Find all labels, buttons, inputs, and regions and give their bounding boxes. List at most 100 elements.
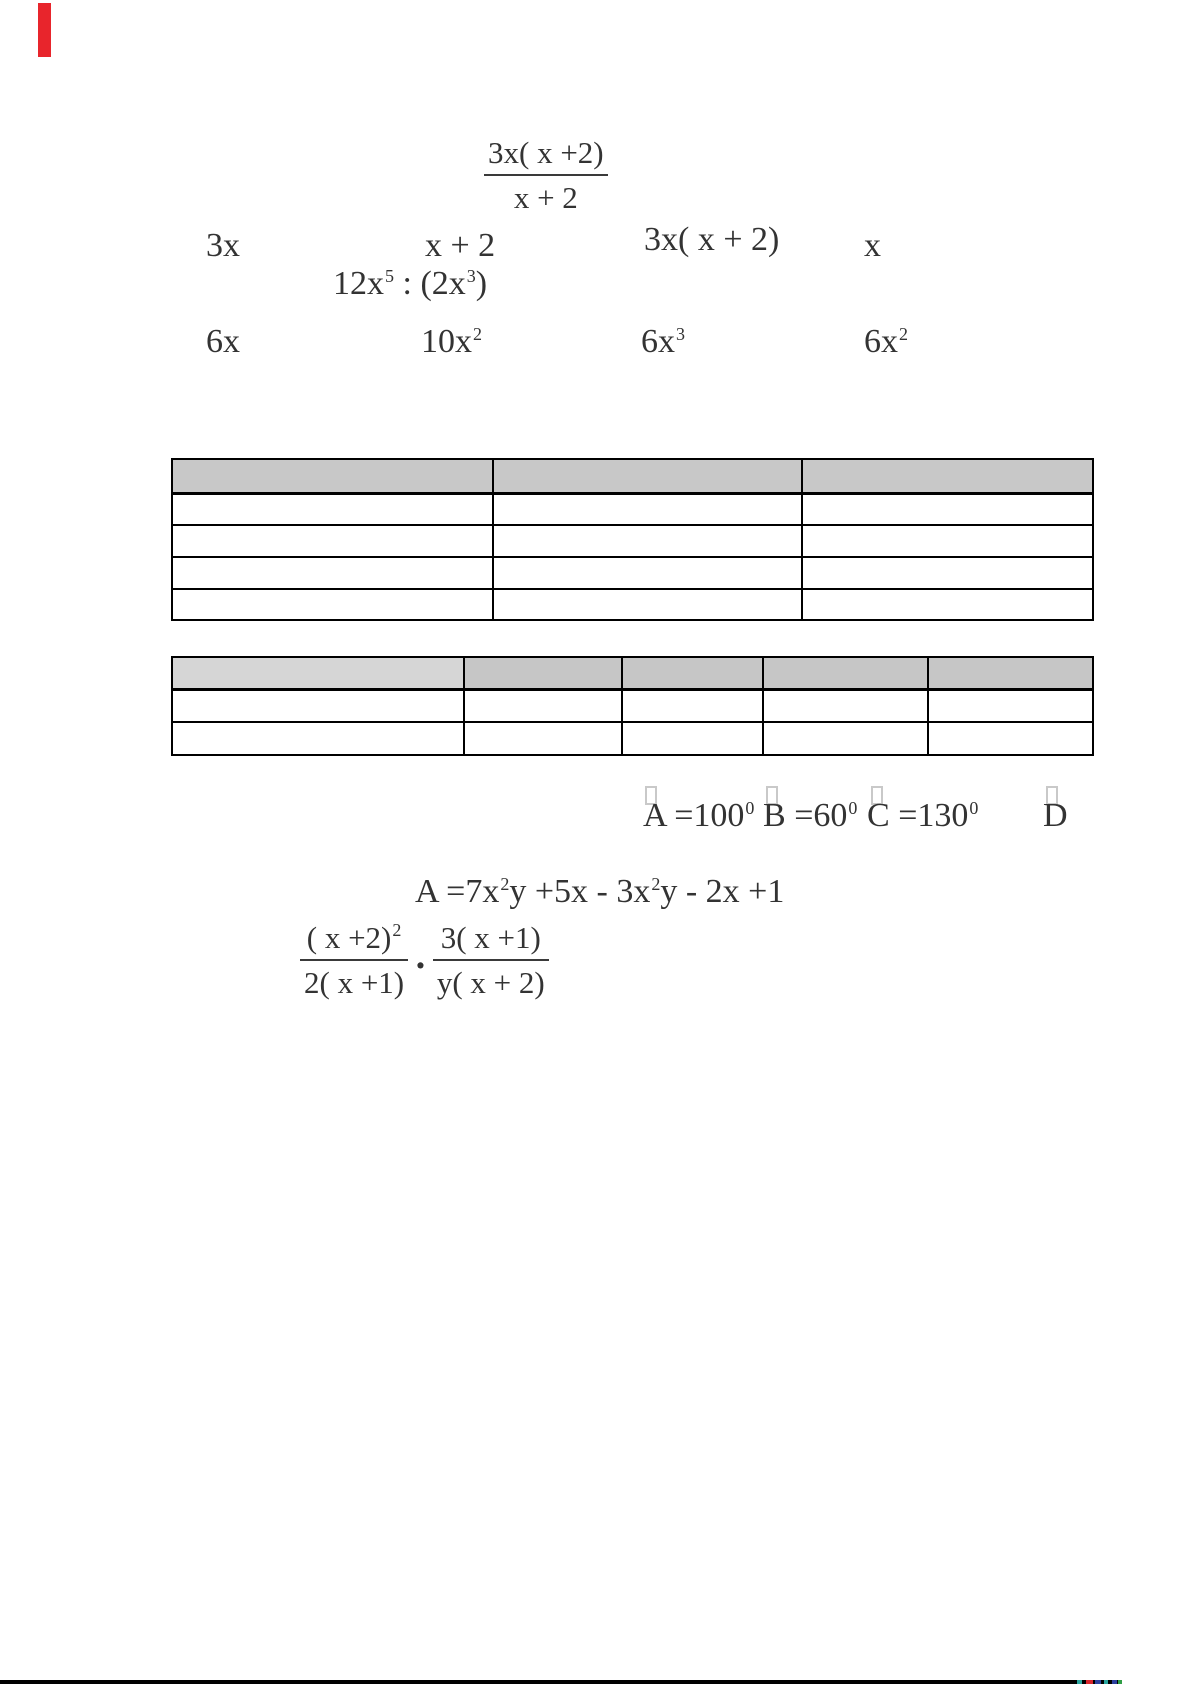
expression-division: 12x5 : (2x3) bbox=[333, 266, 487, 302]
empty-cell bbox=[171, 492, 494, 526]
fraction-main-denominator: x + 2 bbox=[513, 180, 578, 216]
angle-hat-icon bbox=[645, 786, 657, 805]
angle-value: =130 bbox=[889, 797, 969, 834]
angle-letter: A bbox=[643, 797, 666, 834]
table-row bbox=[171, 524, 1094, 558]
option-base: 6x bbox=[641, 323, 675, 360]
table-1-header-row bbox=[171, 458, 1094, 495]
color-chip bbox=[1077, 1680, 1082, 1684]
option-2d: 6x2 bbox=[864, 324, 908, 360]
fraction-main-numerator: 3x( x +2) bbox=[488, 135, 604, 170]
table-1-header-cell bbox=[801, 458, 1094, 495]
fraction-bar bbox=[484, 174, 608, 177]
angle-c: C =1300 bbox=[867, 798, 978, 834]
empty-cell bbox=[621, 688, 764, 723]
option-1a: 3x bbox=[206, 227, 240, 264]
poly-part: y - 2x +1 bbox=[660, 873, 785, 910]
angle-d: D bbox=[1043, 798, 1068, 834]
angle-letter: C bbox=[867, 797, 890, 834]
option-1d: x bbox=[864, 227, 881, 264]
table-row bbox=[171, 721, 1094, 756]
angle-b: B =600 bbox=[763, 798, 857, 834]
empty-cell bbox=[171, 721, 465, 756]
empty-cell bbox=[171, 556, 494, 590]
table-2-header-cell bbox=[621, 656, 764, 691]
angle-hat-icon bbox=[1046, 786, 1058, 805]
option-exponent: 2 bbox=[473, 324, 482, 344]
table-row bbox=[171, 492, 1094, 526]
color-chip bbox=[1104, 1680, 1108, 1684]
option-exponent: 2 bbox=[899, 324, 908, 344]
expr-part: : (2x bbox=[394, 265, 466, 302]
polynomial-expression: A =7x2y +5x - 3x2y - 2x +1 bbox=[415, 874, 784, 910]
color-chip bbox=[1112, 1680, 1117, 1684]
empty-cell bbox=[492, 524, 803, 558]
angle-a: A =1000 bbox=[643, 798, 754, 834]
expr-part: ) bbox=[475, 265, 488, 302]
fraction-right-numerator: 3( x +1) bbox=[440, 920, 541, 955]
option-2c: 6x3 bbox=[641, 324, 685, 360]
table-2 bbox=[171, 656, 1094, 756]
option-1c: 3x( x + 2) bbox=[644, 221, 780, 258]
angle-letter: B bbox=[763, 797, 786, 834]
empty-cell bbox=[171, 688, 465, 723]
option-base: 6x bbox=[864, 323, 898, 360]
empty-cell bbox=[463, 688, 623, 723]
color-chip bbox=[1095, 1680, 1101, 1684]
fraction-right: 3( x +1) y( x + 2) bbox=[432, 919, 549, 1001]
table-2-header-row bbox=[171, 656, 1094, 691]
empty-cell bbox=[492, 492, 803, 526]
angle-letter: D bbox=[1043, 797, 1068, 834]
degree-exponent: 0 bbox=[848, 798, 858, 818]
degree-exponent: 0 bbox=[745, 798, 755, 818]
angle-hat-icon bbox=[871, 786, 883, 805]
fraction-product: ( x +2)2 2( x +1) · 3( x +1) y( x + 2) bbox=[300, 919, 549, 1001]
fraction-main: 3x( x +2) x + 2 bbox=[484, 134, 608, 216]
empty-cell bbox=[927, 688, 1094, 723]
empty-cell bbox=[762, 688, 929, 723]
table-1-header-cell bbox=[492, 458, 803, 495]
angle-value: =60 bbox=[785, 797, 848, 834]
fraction-left: ( x +2)2 2( x +1) bbox=[300, 919, 409, 1001]
poly-exponent: 2 bbox=[651, 874, 661, 894]
table-1 bbox=[171, 458, 1094, 621]
degree-exponent: 0 bbox=[969, 798, 979, 818]
empty-cell bbox=[171, 588, 494, 621]
poly-part: A =7x bbox=[415, 873, 500, 910]
empty-cell bbox=[492, 588, 803, 621]
expr-exponent: 5 bbox=[385, 266, 394, 286]
option-exponent: 3 bbox=[676, 324, 685, 344]
color-chip bbox=[1086, 1680, 1093, 1684]
empty-cell bbox=[927, 721, 1094, 756]
poly-exponent: 2 bbox=[500, 874, 510, 894]
fraction-bar bbox=[300, 959, 409, 962]
empty-cell bbox=[463, 721, 623, 756]
table-2-header-cell bbox=[463, 656, 623, 691]
table-row bbox=[171, 588, 1094, 621]
empty-cell bbox=[492, 556, 803, 590]
frac-num-base: ( x +2) bbox=[306, 920, 392, 955]
fraction-left-denominator: 2( x +1) bbox=[304, 965, 405, 1001]
empty-cell bbox=[801, 556, 1094, 590]
empty-cell bbox=[801, 524, 1094, 558]
frac-num-exponent: 2 bbox=[392, 920, 402, 940]
empty-cell bbox=[801, 588, 1094, 621]
expr-exponent: 3 bbox=[466, 266, 476, 286]
option-2a: 6x bbox=[206, 324, 241, 360]
bottom-rule bbox=[0, 1680, 1122, 1684]
color-chip bbox=[1118, 1680, 1122, 1684]
fraction-bar bbox=[432, 959, 549, 962]
table-2-header-cell bbox=[927, 656, 1094, 691]
multiplication-dot: · bbox=[414, 945, 427, 988]
option-2b: 10x2 bbox=[421, 324, 482, 360]
empty-cell bbox=[171, 524, 494, 558]
table-row bbox=[171, 688, 1094, 723]
poly-part: y +5x - 3x bbox=[509, 873, 651, 910]
fraction-right-denominator: y( x + 2) bbox=[436, 965, 545, 1001]
table-row bbox=[171, 556, 1094, 590]
angle-hat-icon bbox=[766, 786, 778, 805]
red-marker bbox=[38, 3, 51, 57]
table-1-header-cell bbox=[171, 458, 494, 495]
angle-value: =100 bbox=[665, 797, 745, 834]
